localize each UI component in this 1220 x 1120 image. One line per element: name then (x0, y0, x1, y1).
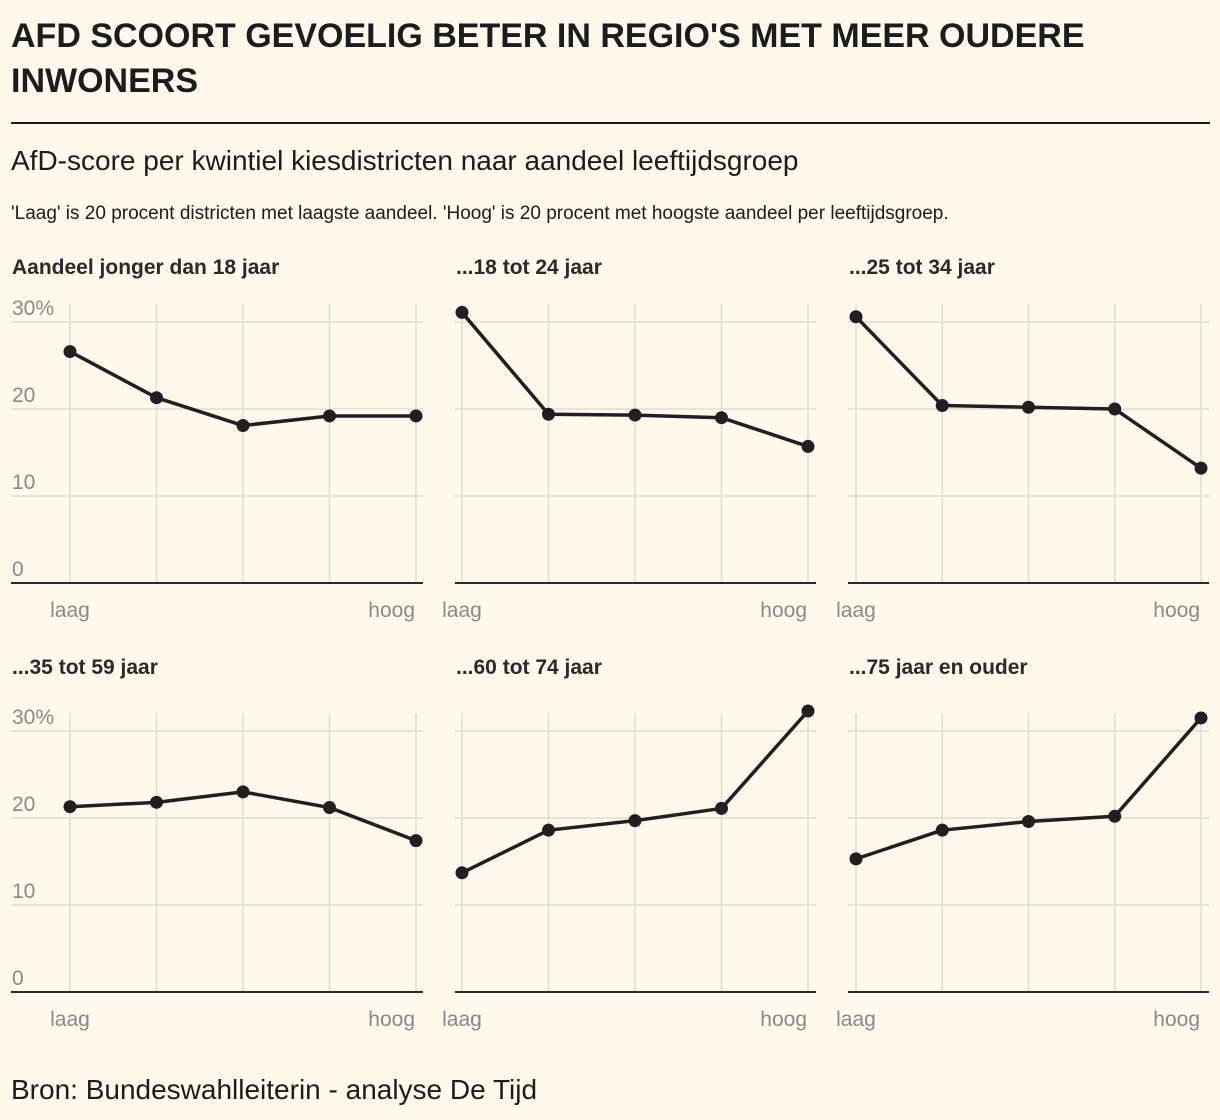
y-tick-label: 30% (12, 706, 54, 729)
chart-note: 'Laag' is 20 procent districten met laag… (11, 203, 949, 224)
y-tick-label: 0 (12, 967, 24, 990)
panel-title: Aandeel jonger dan 18 jaar (12, 256, 279, 279)
x-tick-label: hoog (1153, 599, 1200, 622)
x-tick-label: hoog (1153, 1008, 1200, 1031)
data-point (455, 866, 469, 880)
data-point (1022, 814, 1035, 828)
data-point (1108, 809, 1122, 823)
panel-title: ...35 tot 59 jaar (12, 656, 158, 679)
x-tick-label: hoog (760, 599, 807, 622)
data-point (715, 411, 728, 425)
x-tick-label: hoog (368, 1008, 415, 1031)
panel-title: ...75 jaar en ouder (849, 656, 1028, 679)
data-point (849, 310, 863, 324)
data-point (236, 785, 250, 799)
data-point (628, 408, 642, 422)
data-point (935, 399, 949, 413)
data-point (1022, 400, 1035, 414)
chart-subtitle: AfD-score per kwintiel kiesdistricten na… (11, 145, 799, 176)
source-note: Bron: Bundeswahlleiterin - analyse De Ti… (11, 1074, 538, 1105)
title-divider (11, 122, 1210, 124)
y-tick-label: 20 (12, 793, 35, 816)
data-point (935, 823, 949, 837)
x-tick-label: laag (836, 599, 876, 622)
data-point (150, 795, 163, 809)
data-point (323, 409, 336, 423)
data-point (409, 409, 423, 423)
y-tick-label: 20 (12, 384, 35, 407)
data-point (150, 391, 163, 405)
x-tick-label: laag (50, 599, 90, 622)
y-tick-label: 0 (12, 558, 24, 581)
x-tick-label: laag (442, 1008, 482, 1031)
data-point (236, 419, 250, 433)
data-point (409, 834, 423, 848)
x-tick-label: laag (836, 1008, 876, 1031)
data-point (801, 704, 815, 718)
data-point (801, 439, 815, 453)
data-point (1108, 402, 1122, 416)
panel-title: ...25 tot 34 jaar (849, 256, 995, 279)
y-tick-label: 10 (12, 880, 35, 903)
y-tick-label: 30% (12, 297, 54, 320)
x-tick-label: hoog (760, 1008, 807, 1031)
data-point (849, 852, 863, 866)
data-point (628, 814, 642, 828)
y-tick-label: 10 (12, 471, 35, 494)
data-point (542, 407, 555, 421)
data-point (455, 305, 469, 319)
panel-title: ...18 tot 24 jaar (456, 256, 602, 279)
data-point (542, 823, 555, 837)
panel-title: ...60 tot 74 jaar (456, 656, 602, 679)
x-tick-label: hoog (368, 599, 415, 622)
chart-title: AFD SCOORT GEVOELIG BETER IN REGIO'S MET… (11, 17, 1085, 100)
data-point (63, 800, 77, 814)
x-tick-label: laag (50, 1008, 90, 1031)
x-tick-label: laag (442, 599, 482, 622)
data-point (715, 801, 728, 815)
data-point (63, 345, 77, 359)
data-point (1194, 461, 1208, 475)
data-point (323, 801, 336, 815)
data-point (1194, 711, 1208, 725)
